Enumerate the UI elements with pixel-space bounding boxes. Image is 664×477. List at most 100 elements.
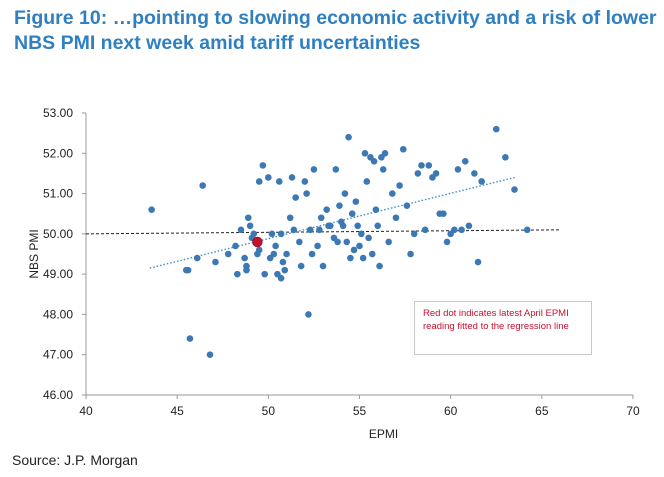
x-tick-label: 40	[79, 404, 93, 418]
data-point	[270, 250, 278, 258]
x-tick-label: 60	[444, 404, 458, 418]
data-point	[296, 238, 303, 246]
data-point	[317, 214, 325, 222]
data-point	[474, 258, 482, 266]
y-tick-label: 50.00	[43, 227, 73, 241]
data-point	[301, 178, 309, 185]
scatter-chart: 46.00 47.00 48.00 49.00 50.00 51.00 52.00 53.00…	[27, 106, 640, 440]
data-point	[314, 242, 321, 250]
data-point	[334, 238, 341, 246]
y-tick-label: 53.00	[43, 106, 73, 120]
data-point	[272, 242, 279, 250]
y-tick-label: 51.00	[43, 187, 73, 201]
data-point	[206, 351, 214, 359]
data-point	[297, 262, 305, 270]
axis-labels: 46.00 47.00 48.00 49.00 50.00 51.00 52.00 53.00…	[27, 106, 640, 440]
data-point	[224, 250, 232, 258]
data-point	[339, 222, 347, 230]
axes	[82, 112, 634, 399]
source-note: Source: J.P. Morgan	[12, 452, 138, 468]
data-point	[303, 190, 310, 197]
data-point	[246, 222, 254, 230]
title-line-1: Figure 10: …pointing to slowing economic…	[14, 7, 657, 29]
data-point	[281, 266, 289, 274]
data-point	[396, 182, 403, 189]
x-tick-label: 55	[353, 404, 367, 418]
data-point	[458, 226, 465, 234]
data-point	[310, 166, 318, 173]
data-point	[368, 250, 376, 258]
data-point	[379, 166, 387, 173]
data-point	[502, 154, 509, 161]
data-point	[244, 214, 252, 222]
data-point	[148, 206, 155, 213]
data-point	[277, 230, 285, 238]
annotation-box	[414, 301, 592, 355]
data-point	[385, 238, 392, 246]
data-point	[356, 242, 363, 250]
data-point	[265, 174, 272, 181]
data-point	[305, 311, 312, 318]
data-point	[376, 262, 383, 270]
data-point	[286, 214, 294, 222]
x-tick-label: 65	[535, 404, 549, 418]
data-point	[432, 170, 440, 177]
data-point	[212, 258, 219, 266]
x-tick-label: 45	[170, 404, 184, 418]
trendline-group	[149, 176, 515, 269]
data-point	[290, 226, 298, 234]
data-point	[234, 270, 241, 278]
data-point	[237, 226, 245, 234]
data-point	[327, 222, 334, 230]
data-point	[279, 258, 287, 266]
data-point	[332, 166, 340, 173]
data-point	[319, 262, 327, 270]
data-point	[354, 222, 361, 230]
data-point	[316, 226, 323, 234]
data-point	[478, 178, 485, 185]
data-point	[243, 266, 250, 274]
data-point	[440, 210, 447, 218]
data-point	[392, 214, 400, 222]
data-point	[407, 250, 414, 258]
data-point	[261, 270, 268, 278]
data-point	[255, 246, 263, 254]
data-point	[418, 162, 425, 169]
data-point	[461, 158, 469, 165]
data-point	[403, 202, 411, 209]
data-point	[399, 145, 407, 153]
annotation-text: Red dot indicates latest April EPMI read…	[423, 308, 569, 332]
data-point	[341, 190, 349, 197]
x-tick-label: 50	[262, 404, 276, 418]
data-point	[374, 222, 382, 230]
data-point	[184, 266, 192, 274]
data-point	[232, 242, 239, 250]
y-tick-label: 46.00	[43, 388, 73, 402]
chart-title: Figure 10: …pointing to slowing economic…	[14, 6, 657, 56]
data-point	[365, 234, 372, 242]
data-point	[323, 206, 330, 213]
data-point	[363, 178, 371, 185]
data-point	[255, 178, 263, 185]
data-point	[425, 162, 433, 169]
title-line-2: NBS PMI next week amid tariff uncertaint…	[14, 32, 421, 54]
data-point	[345, 133, 352, 141]
y-axis-label: NBS PMI	[27, 229, 41, 278]
data-point	[421, 226, 429, 234]
data-point	[336, 202, 343, 209]
data-point	[361, 149, 369, 157]
data-point	[370, 158, 378, 165]
data-point	[268, 230, 276, 238]
data-point	[352, 198, 360, 205]
data-point	[193, 254, 201, 262]
data-point	[350, 246, 358, 254]
x-axis-label: EPMI	[369, 427, 398, 440]
data-point	[358, 230, 365, 238]
data-point	[523, 226, 531, 234]
data-point	[443, 238, 451, 246]
x-tick-label: 70	[626, 404, 640, 418]
data-point	[492, 125, 500, 133]
data-point	[275, 178, 283, 185]
reference-line-group	[85, 229, 561, 235]
y-tick-label: 52.00	[43, 146, 73, 160]
